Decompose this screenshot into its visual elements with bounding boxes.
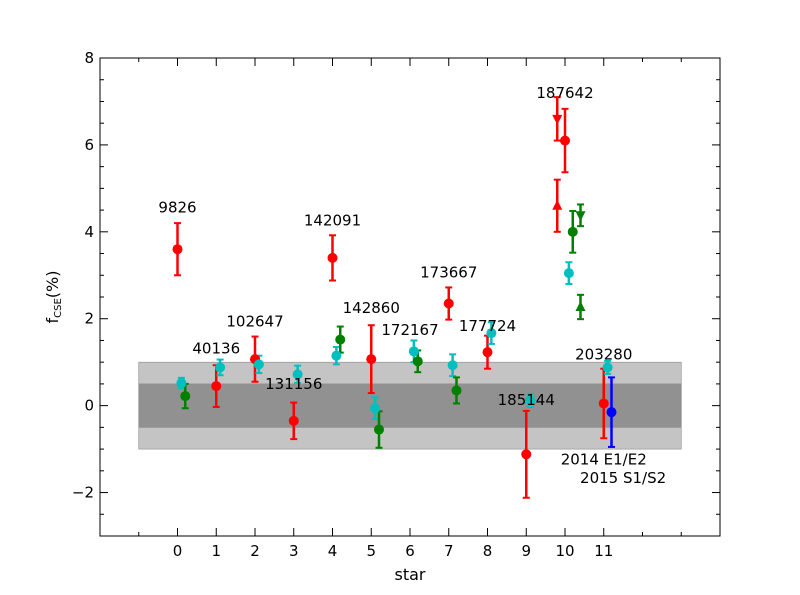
- data-point-triangle-up: [552, 199, 563, 210]
- x-tick-label: 11: [594, 542, 613, 560]
- star-annotation: 187642: [536, 84, 593, 102]
- y-tick-label: 0: [84, 397, 94, 415]
- data-point: [408, 346, 419, 357]
- data-point: [370, 403, 381, 414]
- bands-layer: [138, 361, 682, 450]
- star-annotation: 185144: [498, 391, 555, 409]
- y-tick-label: 2: [84, 310, 94, 328]
- y-tick-label: 8: [84, 49, 94, 67]
- band-1: [138, 383, 682, 428]
- data-point: [567, 226, 578, 237]
- data-point-triangle-down: [575, 211, 586, 222]
- data-point: [486, 328, 497, 339]
- data-point: [253, 359, 264, 370]
- star-annotation: 203280: [575, 346, 632, 364]
- star-annotation: 131156: [265, 375, 322, 393]
- x-tick-label: 9: [521, 542, 531, 560]
- data-point: [598, 398, 609, 409]
- x-tick-label: 2: [250, 542, 260, 560]
- star-annotation: 142091: [304, 212, 361, 230]
- ticks-layer: [99, 57, 721, 537]
- star-annotation: 2014 E1/E2: [561, 451, 647, 469]
- x-tick-label: 7: [444, 542, 454, 560]
- data-point: [180, 391, 191, 402]
- x-tick-label: 1: [211, 542, 221, 560]
- star-annotation: 173667: [420, 263, 477, 281]
- y-tick-label: −2: [72, 484, 94, 502]
- data-point: [451, 385, 462, 396]
- data-point: [602, 362, 613, 373]
- data-point: [521, 449, 532, 460]
- y-tick-label: 6: [84, 136, 94, 154]
- star-annotation: 177724: [459, 317, 516, 335]
- data-point: [211, 381, 222, 392]
- x-tick-label: 6: [405, 542, 415, 560]
- star-annotation: 40136: [192, 339, 240, 357]
- y-axis-label-sub: CSE: [53, 298, 64, 318]
- annotations-layer: 9826 40136 102647 131156 142091 142860 172167 1…: [158, 84, 666, 487]
- star-annotation: 2015 S1/S2: [580, 469, 666, 487]
- data-point: [482, 347, 493, 358]
- y-axis-label-unit: (%): [43, 271, 62, 299]
- tick-labels-layer: 0 1 2 3 4 5 6 7 8 9 10 11 −2 0 2 4 6 8: [72, 49, 613, 560]
- data-point: [288, 415, 299, 426]
- x-tick-label: 4: [328, 542, 338, 560]
- star-annotation: 172167: [381, 321, 438, 339]
- data-point: [606, 407, 617, 418]
- x-axis-label: star: [395, 565, 426, 584]
- y-tick-label: 4: [84, 223, 94, 241]
- data-point: [525, 395, 536, 406]
- data-point: [366, 354, 377, 365]
- x-tick-label: 5: [366, 542, 376, 560]
- x-tick-label: 3: [289, 542, 299, 560]
- data-point: [443, 298, 454, 309]
- data-point: [172, 244, 183, 255]
- data-point: [176, 378, 187, 389]
- y-axis-label: fCSE(%): [43, 271, 64, 324]
- data-point: [563, 268, 574, 279]
- x-tick-label: 8: [483, 542, 493, 560]
- y-axis-label-main: f: [43, 317, 62, 323]
- data-point: [327, 252, 338, 263]
- data-point: [374, 424, 384, 435]
- data-point: [215, 362, 226, 373]
- star-annotation: 142860: [343, 299, 400, 317]
- data-point: [331, 350, 342, 361]
- data-point: [412, 356, 423, 367]
- data-point: [335, 334, 346, 345]
- markers-layer: [172, 114, 617, 460]
- data-point: [292, 369, 303, 380]
- data-point-triangle-up: [575, 300, 586, 311]
- star-annotation: 9826: [158, 198, 196, 216]
- star-annotation: 102647: [226, 313, 283, 331]
- x-tick-label: 0: [173, 542, 183, 560]
- data-point-triangle-down: [552, 114, 563, 125]
- data-point: [447, 360, 458, 371]
- x-tick-label: 10: [555, 542, 574, 560]
- data-point: [560, 135, 570, 146]
